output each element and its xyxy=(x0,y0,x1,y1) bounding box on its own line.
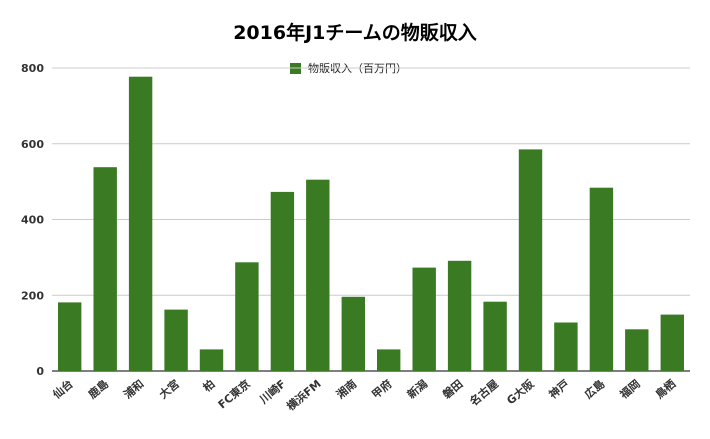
bar xyxy=(589,187,614,371)
bar xyxy=(235,262,259,371)
y-tick-label: 400 xyxy=(21,214,44,227)
bar xyxy=(447,260,472,371)
x-tick-label: 柏 xyxy=(200,377,217,395)
x-tick-label: 鳥栖 xyxy=(652,377,678,402)
bar xyxy=(625,329,649,371)
bar xyxy=(483,301,507,371)
bar xyxy=(199,349,224,371)
x-tick-label: 広島 xyxy=(581,377,607,402)
x-tick-label: 新潟 xyxy=(404,377,430,402)
x-tick-label: 仙台 xyxy=(50,377,76,402)
x-tick-label: 磐田 xyxy=(440,377,466,402)
y-tick-label: 0 xyxy=(36,365,44,378)
x-tick-label: 川崎F xyxy=(256,377,288,407)
y-tick-label: 600 xyxy=(21,138,44,151)
bar xyxy=(554,322,578,371)
y-axis-ticks: 0 200 400 600 800 xyxy=(21,62,44,378)
x-tick-label: 浦和 xyxy=(121,377,147,402)
x-tick-label: 湘南 xyxy=(333,377,359,402)
x-tick-label: 甲府 xyxy=(369,377,395,402)
bar xyxy=(377,349,401,371)
x-tick-label: 神戸 xyxy=(546,377,572,402)
bar xyxy=(412,267,436,371)
bar xyxy=(58,302,82,371)
bar xyxy=(93,167,117,371)
x-tick-label: 福岡 xyxy=(616,377,643,403)
bar xyxy=(128,76,153,371)
bar xyxy=(660,314,684,371)
bar xyxy=(164,309,188,371)
bar xyxy=(306,179,330,371)
x-tick-label: G大阪 xyxy=(504,376,538,407)
gridlines xyxy=(52,67,690,372)
x-tick-label: 大宮 xyxy=(156,377,182,402)
bar xyxy=(341,296,365,371)
bar xyxy=(270,191,295,371)
x-tick-label: 鹿島 xyxy=(85,377,111,402)
chart-title: 2016年J1チームの物販収入 xyxy=(233,22,477,44)
bar xyxy=(518,149,543,371)
x-tick-label: 名古屋 xyxy=(467,377,501,409)
x-tick-label: FC東京 xyxy=(215,377,253,412)
x-tick-label: 横浜FM xyxy=(284,377,324,414)
bars xyxy=(58,76,684,371)
y-tick-label: 200 xyxy=(21,289,44,302)
y-tick-label: 800 xyxy=(21,62,44,75)
